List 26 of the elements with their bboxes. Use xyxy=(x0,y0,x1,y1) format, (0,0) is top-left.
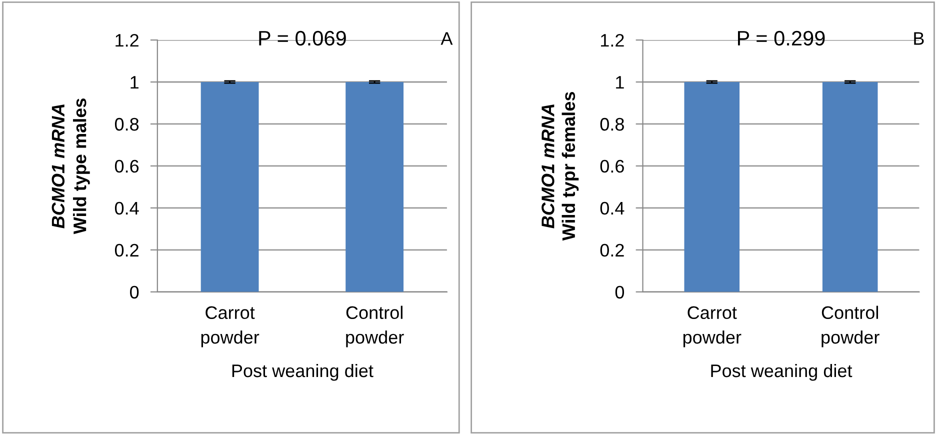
annotation: B xyxy=(914,32,924,45)
y-tick-label: 1 xyxy=(616,76,624,89)
annotation: A xyxy=(440,32,453,45)
y-tick-label: 0.2 xyxy=(600,244,624,257)
x-tick-label: Carrot powder xyxy=(683,306,742,348)
y-tick-label: 0 xyxy=(130,286,139,299)
y-axis-title: BCMO1 mRNA Wild type males xyxy=(52,98,90,234)
annotation: P = 0.299 xyxy=(738,30,825,46)
y-tick-label: 0.8 xyxy=(114,118,139,131)
y-tick-label: 0 xyxy=(615,286,624,299)
y-axis-title: BCMO1 mRNA Wild typr females xyxy=(542,92,579,241)
x-tick-label: Control powder xyxy=(346,306,404,348)
y-tick-label: 0.2 xyxy=(114,244,138,257)
x-tick-label: Carrot powder xyxy=(201,306,260,348)
y-tick-label: 1 xyxy=(130,76,138,89)
x-tick-label: Control powder xyxy=(822,306,880,348)
y-tick-label: 0.6 xyxy=(600,160,624,173)
y-tick-label: 0.6 xyxy=(114,160,139,173)
y-tick-label: 0.4 xyxy=(600,202,624,215)
y-tick-label: 0.8 xyxy=(600,118,624,131)
annotation: P = 0.069 xyxy=(259,30,346,46)
x-axis-title: Post weaning diet xyxy=(711,364,852,381)
y-tick-label: 1.2 xyxy=(601,34,624,47)
y-tick-label: 1.2 xyxy=(116,34,138,47)
x-axis-title: Post weaning diet xyxy=(232,364,374,381)
y-tick-label: 0.4 xyxy=(114,202,139,215)
